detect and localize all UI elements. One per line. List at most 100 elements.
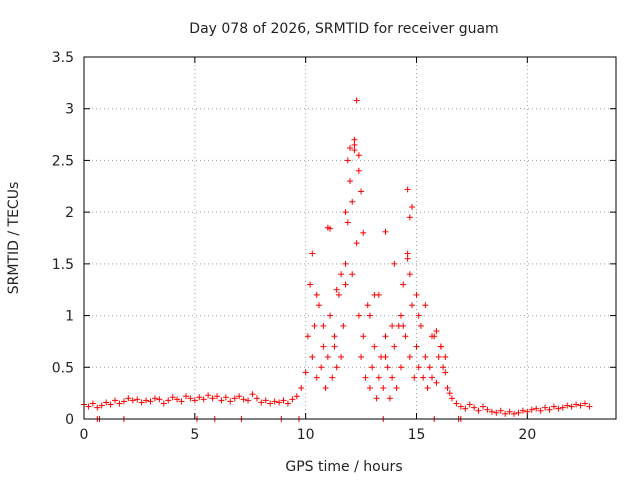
data-point	[329, 374, 336, 381]
data-point	[174, 396, 181, 403]
data-point	[342, 281, 349, 288]
data-point	[116, 400, 123, 407]
data-point	[382, 353, 389, 360]
x-tick-label: 20	[518, 427, 536, 443]
data-point	[222, 394, 229, 401]
data-point	[371, 343, 378, 350]
data-point	[258, 399, 265, 406]
data-point	[406, 214, 413, 221]
y-tick-label: 2	[65, 205, 74, 221]
data-point	[107, 401, 114, 408]
data-point	[506, 408, 513, 415]
data-point	[466, 401, 473, 408]
data-point	[493, 409, 500, 416]
x-axis-label: GPS time / hours	[285, 459, 402, 475]
x-tick-label: 5	[190, 427, 199, 443]
data-point	[362, 374, 369, 381]
data-point	[382, 333, 389, 340]
data-point	[393, 384, 400, 391]
data-point	[200, 396, 207, 403]
data-point	[347, 145, 353, 152]
data-point	[98, 402, 105, 409]
data-point	[191, 397, 198, 404]
data-point	[426, 364, 433, 371]
data-point	[311, 322, 318, 329]
data-point	[218, 397, 225, 404]
data-point	[355, 152, 362, 159]
data-point	[371, 291, 378, 298]
data-point	[444, 384, 451, 391]
data-point	[355, 312, 362, 319]
y-tick-label: 2.5	[52, 153, 74, 169]
y-tick-label: 1	[65, 309, 74, 325]
data-point	[236, 393, 243, 400]
data-point	[214, 393, 220, 400]
data-point	[524, 408, 531, 415]
data-point	[340, 322, 347, 329]
data-point	[227, 398, 234, 405]
data-point	[448, 395, 455, 402]
data-point	[373, 395, 380, 402]
y-tick-label: 3.5	[52, 50, 74, 66]
data-point	[402, 333, 409, 340]
data-point	[422, 302, 429, 309]
data-point	[409, 302, 416, 309]
data-point	[417, 322, 424, 329]
data-point	[89, 400, 96, 407]
data-point	[331, 343, 338, 350]
data-point	[391, 343, 398, 350]
data-point	[313, 374, 320, 381]
data-point	[355, 167, 362, 174]
data-point	[420, 374, 427, 381]
data-point	[422, 353, 429, 360]
data-point	[515, 409, 522, 416]
data-point	[276, 399, 283, 406]
data-point	[349, 271, 356, 278]
data-point	[322, 384, 329, 391]
data-point	[151, 395, 158, 402]
data-point	[404, 250, 411, 257]
data-point	[156, 396, 163, 403]
data-point	[386, 395, 393, 402]
data-point	[488, 408, 495, 415]
data-point	[293, 393, 300, 400]
data-point	[169, 394, 176, 401]
data-point	[497, 407, 504, 414]
data-point	[284, 400, 291, 407]
data-point	[209, 395, 216, 402]
y-tick-label: 1.5	[52, 257, 74, 273]
data-point	[103, 399, 110, 406]
data-point	[586, 403, 593, 410]
data-point	[318, 364, 325, 371]
data-point	[397, 364, 404, 371]
data-point	[409, 203, 416, 210]
data-point	[262, 397, 269, 404]
y-tick-label: 0.5	[52, 360, 74, 376]
data-point	[453, 400, 460, 407]
data-point	[351, 141, 358, 148]
data-point	[309, 353, 316, 360]
data-point	[125, 395, 132, 402]
data-point	[442, 353, 449, 360]
data-point	[307, 281, 314, 288]
data-point	[112, 397, 119, 404]
data-point	[182, 393, 189, 400]
data-point	[366, 384, 373, 391]
x-tick-label: 15	[408, 427, 426, 443]
data-point	[331, 333, 338, 340]
y-axis-label: SRMTID / TECUs	[6, 182, 22, 295]
data-point	[397, 312, 404, 319]
data-point	[240, 396, 247, 403]
data-point	[143, 397, 150, 404]
data-point	[564, 402, 571, 409]
data-point	[382, 228, 389, 235]
data-point	[320, 343, 327, 350]
data-point	[400, 281, 407, 288]
data-point	[342, 260, 349, 267]
data-point	[573, 401, 580, 408]
data-point	[360, 333, 367, 340]
data-point	[528, 406, 535, 413]
data-point	[289, 396, 296, 403]
data-point	[147, 398, 154, 405]
grid-lines	[84, 57, 616, 419]
